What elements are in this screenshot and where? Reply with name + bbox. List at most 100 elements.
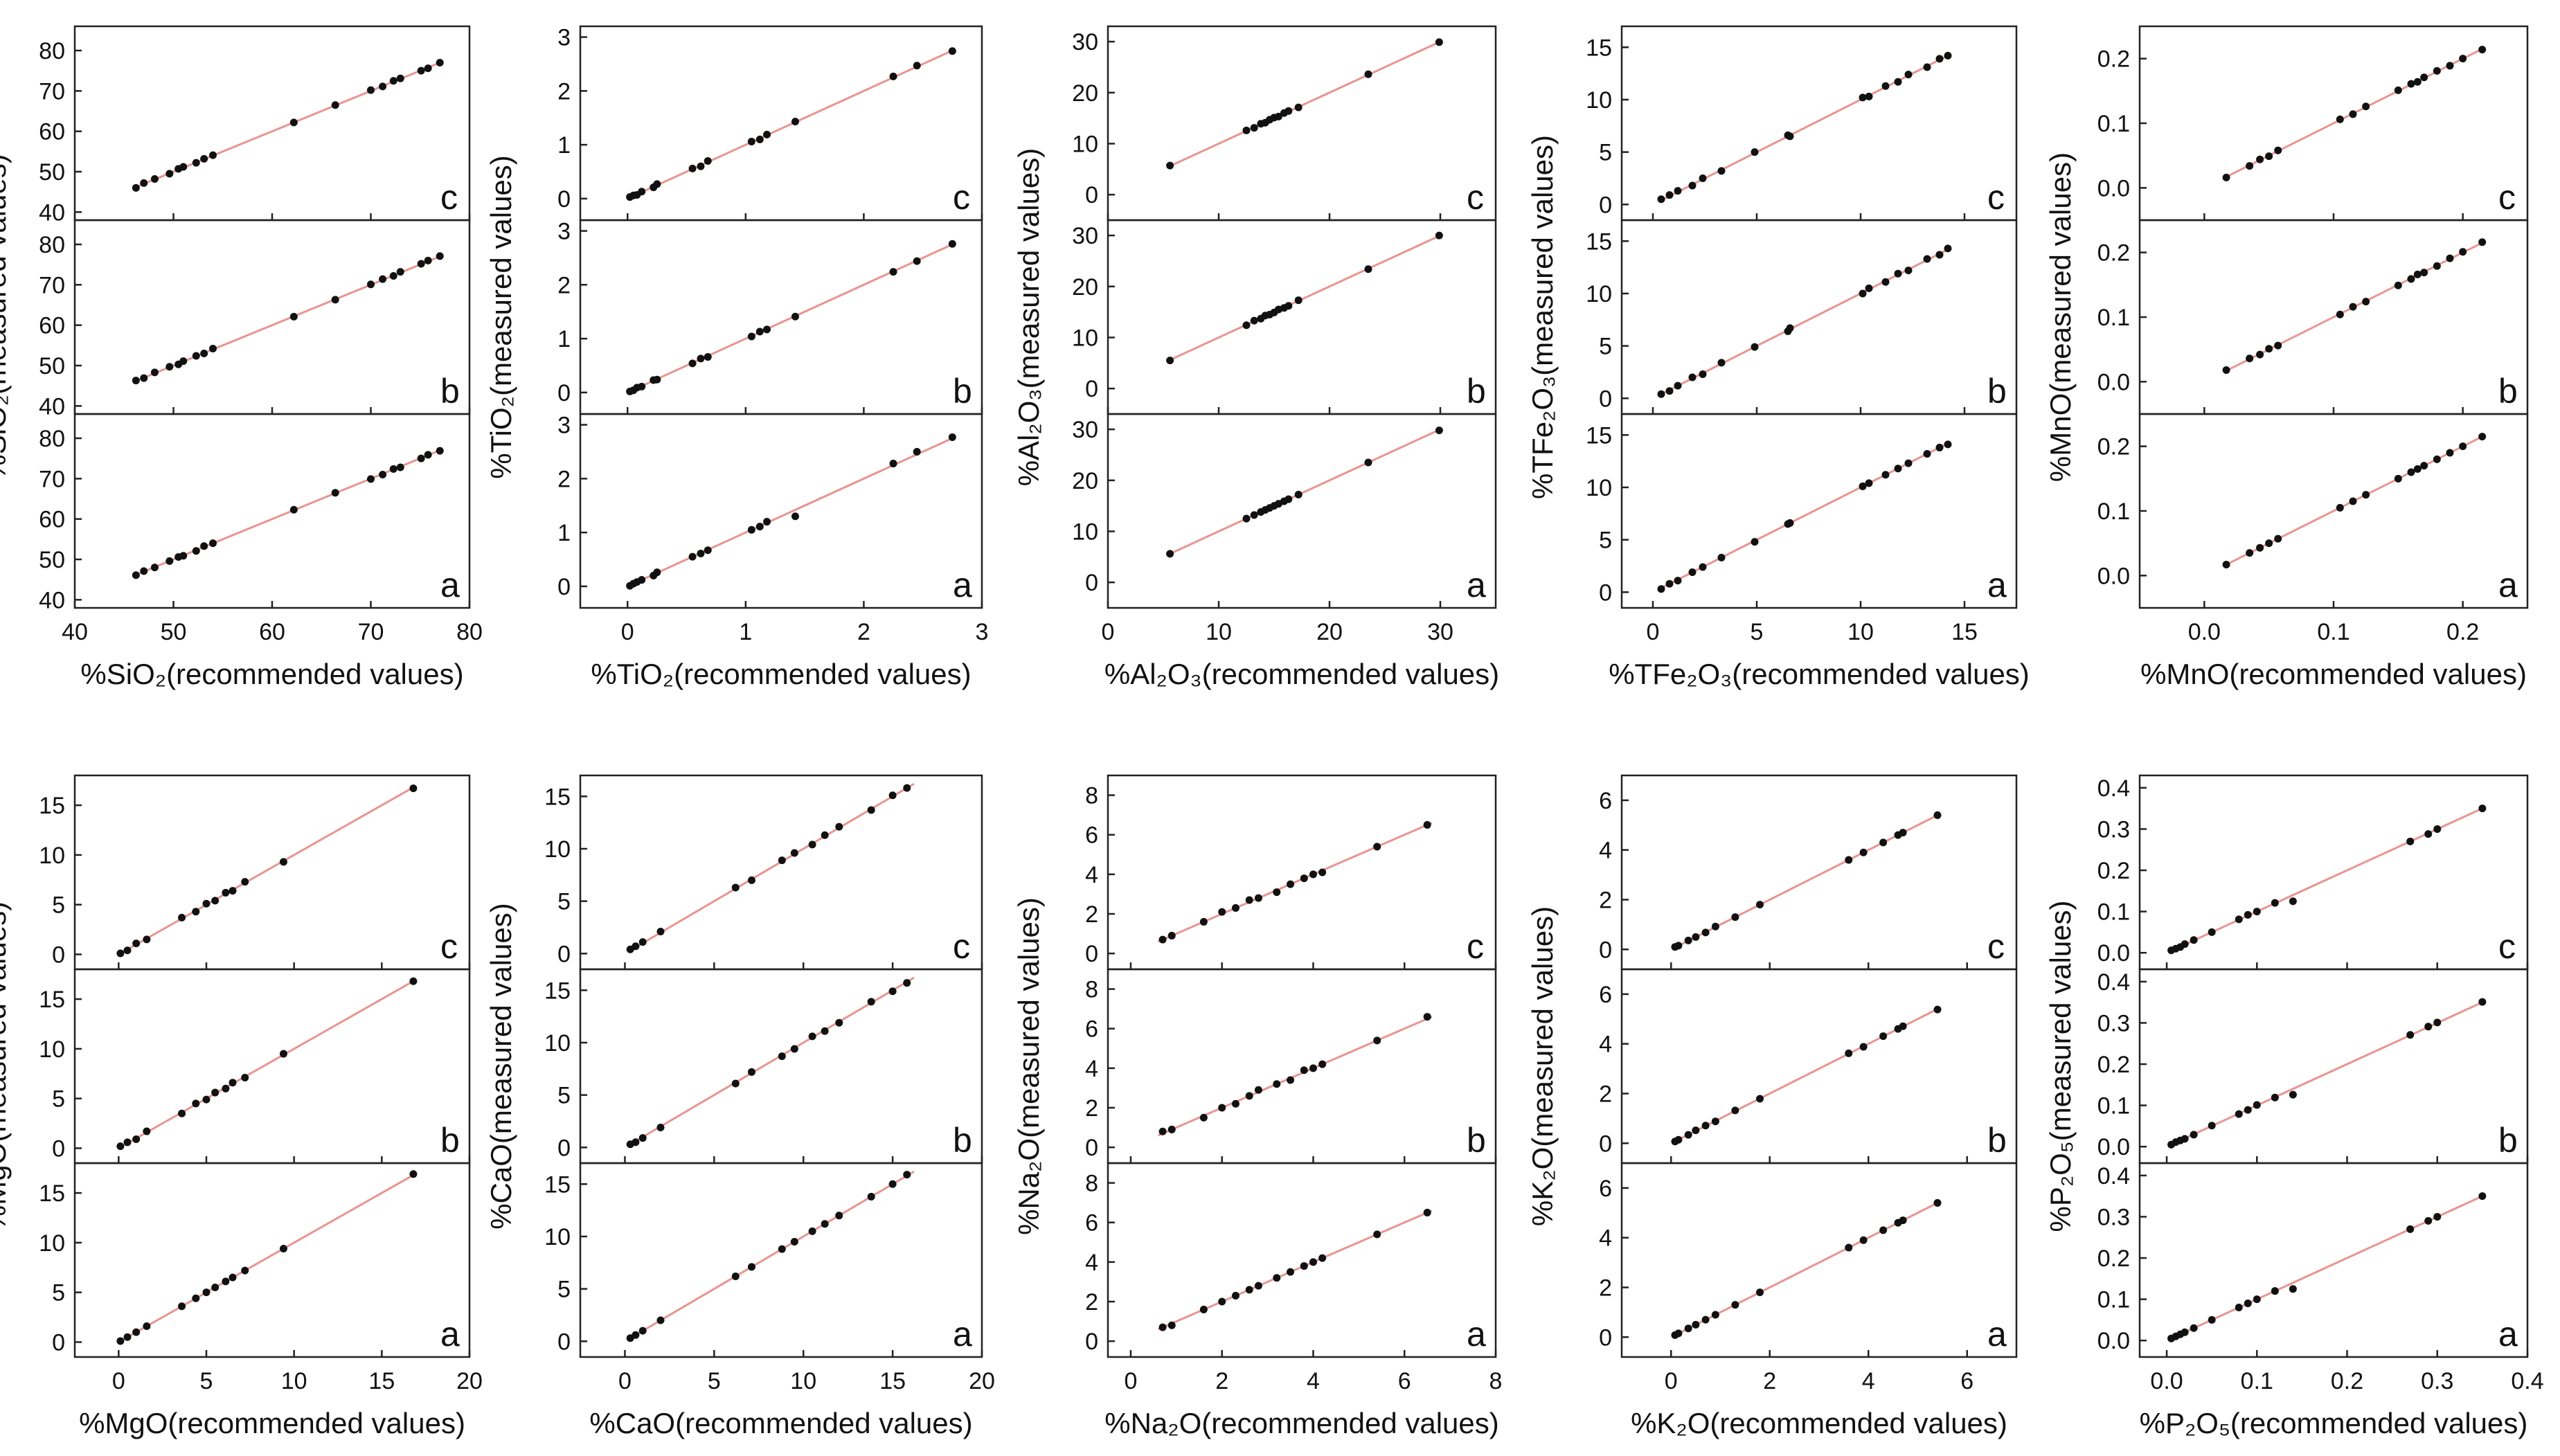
- data-point: [2433, 1018, 2442, 1027]
- subplot-letter: c: [953, 927, 970, 966]
- y-tick-label: 10: [1072, 131, 1098, 157]
- data-point: [2478, 805, 2487, 813]
- data-point: [417, 260, 425, 268]
- subplot-a: 0 1 2 3 a: [557, 413, 983, 609]
- x-tick-label: 0: [1665, 1368, 1678, 1394]
- y-tick-label: 0: [1599, 579, 1612, 606]
- data-point: [1756, 1288, 1764, 1297]
- y-tick-label: 8: [1085, 1171, 1098, 1197]
- subplot-frame: [1620, 1162, 2018, 1358]
- data-point: [1859, 289, 1867, 298]
- data-point: [1318, 868, 1327, 877]
- data-point: [279, 858, 287, 866]
- data-point: [1881, 82, 1890, 90]
- data-point: [1158, 1127, 1167, 1135]
- data-point: [389, 272, 397, 280]
- data-point: [367, 475, 375, 483]
- y-tick-label: 8: [1085, 783, 1098, 809]
- x-tick-label: 0.2: [2331, 1368, 2363, 1394]
- data-point: [808, 1032, 816, 1041]
- subplot-a: 0 10 20 30 a: [1072, 413, 1497, 609]
- subplot-frame: [2138, 1162, 2529, 1358]
- data-point: [2265, 345, 2273, 353]
- x-tick-label: 0.4: [2511, 1368, 2543, 1394]
- y-tick-label: 60: [39, 507, 65, 533]
- x-tick-label: 10: [790, 1368, 816, 1394]
- data-point: [755, 327, 764, 336]
- data-point: [1699, 370, 1707, 378]
- y-tick-label: 0.0: [2097, 940, 2130, 967]
- data-point: [1364, 70, 1372, 78]
- data-point: [747, 1263, 755, 1271]
- subplot-frame: [1107, 968, 1497, 1165]
- data-point: [1899, 1216, 1907, 1225]
- y-tick-label: 60: [39, 119, 65, 145]
- y-tick-label: 50: [39, 547, 65, 573]
- x-tick-label: 2: [857, 619, 870, 645]
- y-tick-label: 30: [1072, 417, 1098, 443]
- data-point: [1717, 359, 1726, 367]
- data-point: [2289, 897, 2297, 906]
- subplot-letter: a: [953, 1315, 972, 1354]
- data-point: [1923, 450, 1931, 458]
- y-tick-label: 5: [52, 892, 65, 919]
- data-point: [1245, 896, 1253, 904]
- y-tick-label: 2: [1085, 1095, 1098, 1122]
- subplot-frame: [1620, 968, 2018, 1165]
- y-tick-label: 0: [52, 1329, 65, 1356]
- y-tick-label: 10: [1586, 281, 1612, 307]
- data-point: [279, 1244, 287, 1252]
- data-point: [1373, 1036, 1381, 1045]
- subplot-b: 40 50 60 70 80 b: [39, 219, 471, 420]
- data-point: [417, 66, 425, 75]
- y-tick-label: 0.3: [2097, 1010, 2130, 1036]
- y-tick-label: 15: [39, 793, 65, 819]
- data-point: [1711, 1311, 1719, 1319]
- data-point: [116, 1142, 125, 1151]
- data-point: [289, 505, 298, 514]
- data-point: [2246, 354, 2254, 363]
- data-point: [790, 1045, 798, 1053]
- data-point: [1285, 495, 1293, 503]
- x-axis-label: %P₂O₅(recommended values): [2140, 1407, 2528, 1439]
- subplot-b: 0 2 4 6 8 b: [1085, 968, 1497, 1165]
- data-point: [2407, 80, 2415, 88]
- y-tick-label: 0: [52, 1135, 65, 1162]
- data-point: [1904, 267, 1913, 275]
- data-point: [1944, 440, 1952, 449]
- data-point: [2208, 1315, 2216, 1324]
- y-tick-label: 5: [557, 1277, 571, 1303]
- y-tick-label: 10: [544, 1030, 571, 1057]
- y-tick-label: 10: [1072, 325, 1098, 351]
- subplot-letter: a: [440, 1315, 460, 1354]
- x-tick-label: 3: [976, 619, 989, 645]
- subplot-c: 0 5 10 15 c: [1586, 25, 2018, 222]
- data-point: [1309, 1258, 1317, 1266]
- data-point: [1786, 519, 1794, 527]
- y-tick-label: 15: [544, 784, 571, 810]
- data-point: [1300, 1066, 1308, 1075]
- data-point: [116, 1337, 125, 1345]
- y-tick-label: 50: [39, 353, 65, 379]
- data-point: [192, 908, 200, 916]
- data-point: [1273, 888, 1281, 897]
- subplot-c: 0 1 2 3 c: [557, 25, 983, 222]
- subplot-c: 0 2 4 6 c: [1599, 774, 2018, 971]
- fit-line: [1157, 1210, 1433, 1331]
- data-point: [632, 942, 640, 951]
- y-tick-label: 0: [557, 941, 571, 967]
- x-tick-label: 5: [200, 1368, 213, 1394]
- y-tick-label: 6: [1085, 1210, 1098, 1237]
- data-point: [192, 352, 200, 360]
- data-point: [2406, 1031, 2415, 1039]
- y-tick-label: 0.1: [2097, 498, 2130, 525]
- y-tick-label: 0.4: [2097, 1163, 2130, 1189]
- data-point: [132, 377, 140, 385]
- data-point: [1935, 251, 1944, 259]
- data-point: [2478, 238, 2487, 246]
- y-axis-label: %TiO₂(measured values): [485, 155, 517, 479]
- data-point: [632, 1331, 640, 1339]
- subplot-frame: [73, 968, 471, 1165]
- fit-line: [627, 1170, 915, 1340]
- data-point: [132, 1328, 141, 1336]
